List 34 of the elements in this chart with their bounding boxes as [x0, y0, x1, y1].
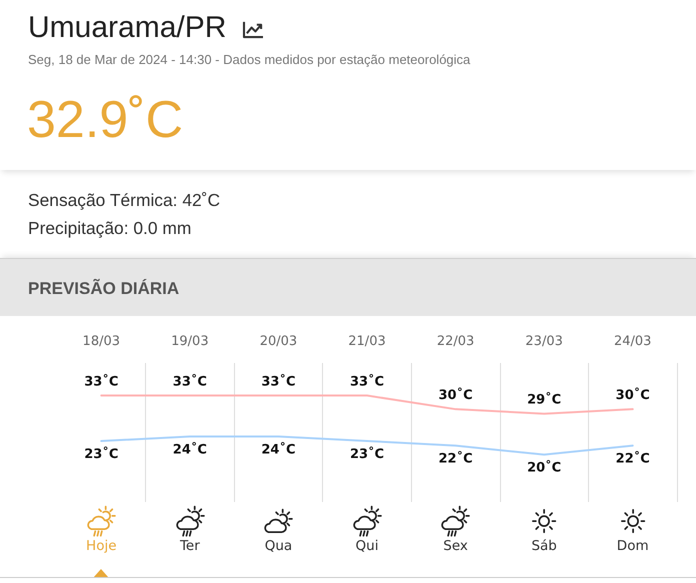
data-label: 23˚C — [84, 446, 118, 462]
data-label: 33˚C — [350, 374, 384, 390]
data-label: 22˚C — [438, 450, 473, 467]
data-label: 30˚C — [616, 387, 650, 404]
data-label: 20˚C — [527, 460, 562, 476]
data-label: 30˚C — [438, 387, 473, 404]
x-tick-label: 19/03 — [171, 334, 209, 349]
data-label: 33˚C — [84, 374, 118, 390]
data-label: 24˚C — [172, 441, 207, 458]
text: Qua — [264, 538, 292, 554]
x-tick-label: 22/03 — [436, 334, 474, 349]
x-tick-label: 21/03 — [348, 334, 386, 349]
data-label: 33˚C — [172, 374, 207, 390]
chart-title: Umuarama/PR — [28, 11, 226, 44]
text: Ter — [178, 538, 200, 554]
x-tick-label: 23/03 — [525, 334, 563, 349]
chart-subtitle: Seg, 18 de Mar de 2024 - 14:30 - Dados medidos por estação meteorológica — [28, 52, 470, 67]
text: Qui — [356, 538, 378, 554]
text: Precipitação: 0.0 mm — [28, 218, 192, 238]
x-tick-label: 24/03 — [614, 334, 652, 349]
text: Sex — [443, 538, 468, 554]
text: Hoje — [86, 538, 117, 554]
text: 32.9˚C — [27, 91, 184, 149]
text: Sensação Térmica: 42˚C — [28, 190, 220, 210]
text: Sáb — [531, 538, 557, 554]
x-tick-label: 18/03 — [82, 334, 120, 349]
text: Dom — [616, 538, 649, 554]
text: PREVISÃO DIÁRIA — [28, 279, 180, 298]
x-tick-label: 20/03 — [260, 334, 298, 349]
data-label: 29˚C — [527, 392, 562, 408]
data-label: 24˚C — [261, 441, 296, 458]
data-label: 23˚C — [350, 446, 384, 462]
data-label: 22˚C — [616, 450, 650, 467]
data-label: 33˚C — [261, 374, 296, 390]
